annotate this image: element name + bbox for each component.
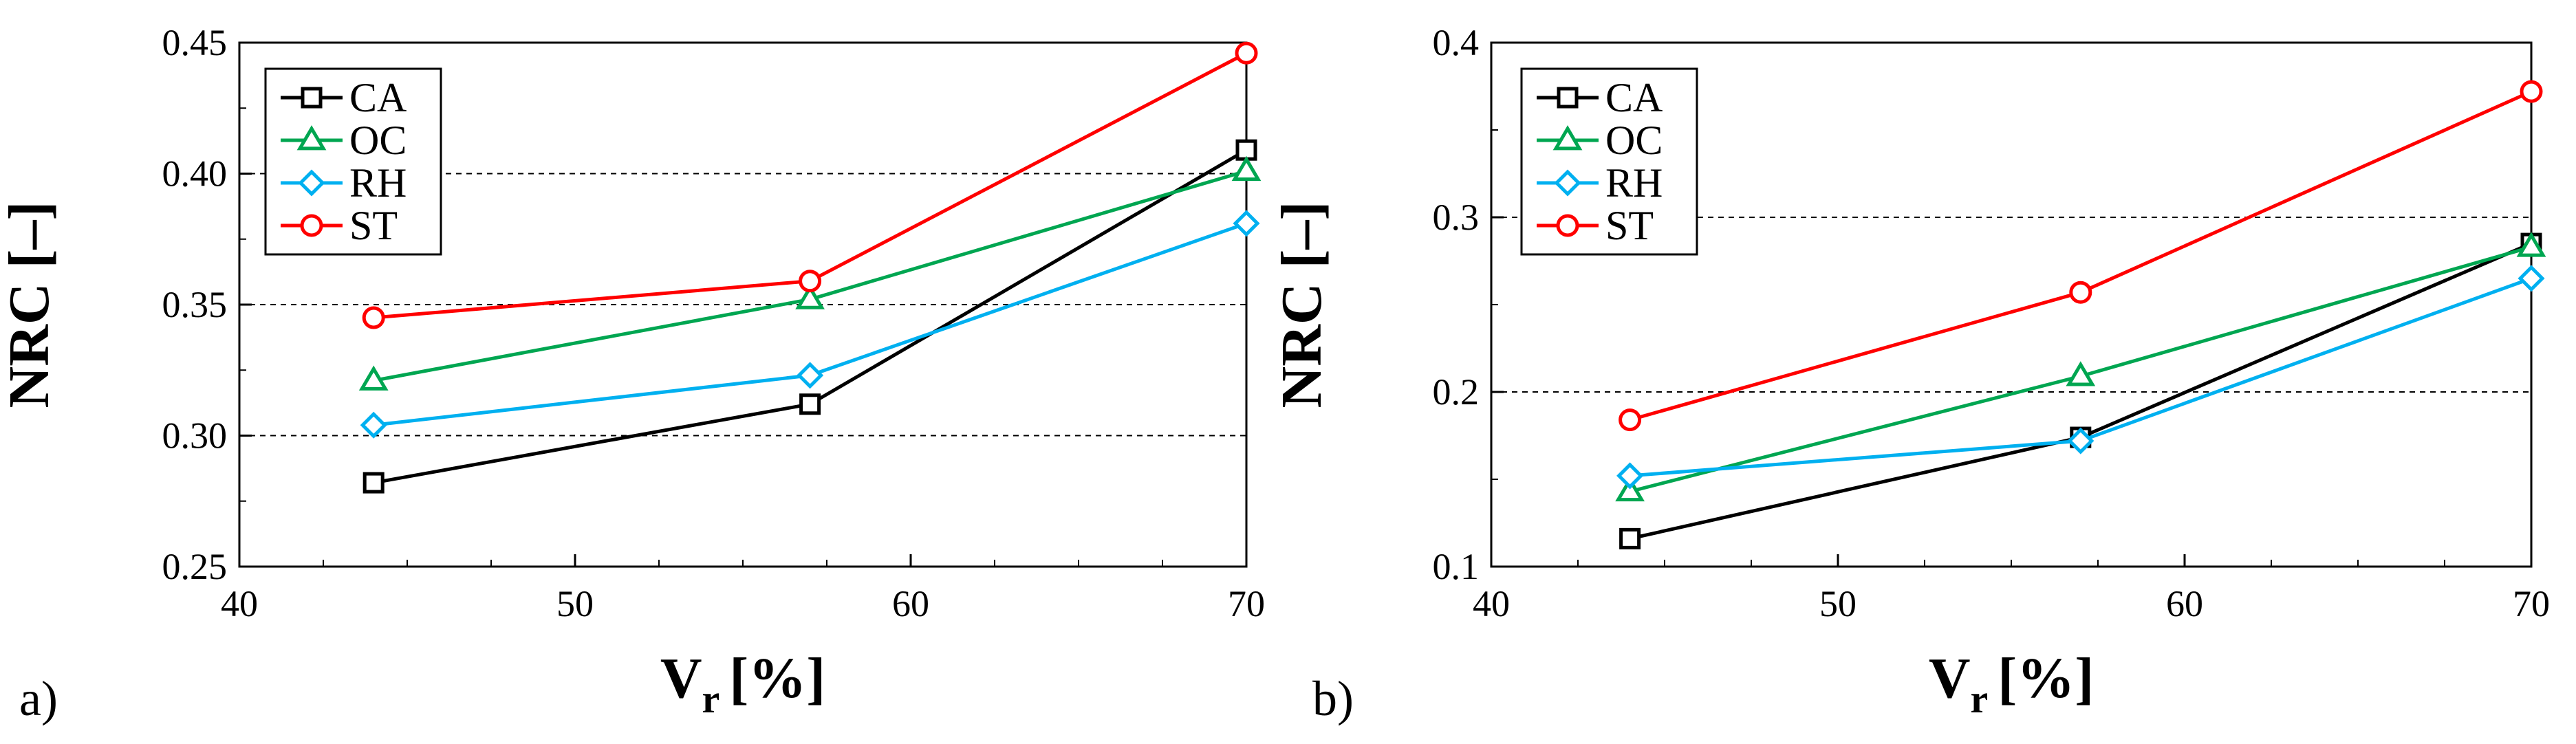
x-axis-title-main: V xyxy=(1929,646,1971,710)
y-tick-label: 0.30 xyxy=(162,415,228,457)
data-point-ca xyxy=(362,472,385,494)
x-tick-label: 40 xyxy=(1473,583,1510,624)
y-tick-label: 0.40 xyxy=(162,153,228,195)
y-tick-label: 0.35 xyxy=(162,284,228,325)
data-point-st xyxy=(2069,281,2092,304)
legend-label-oc: OC xyxy=(1605,118,1663,163)
data-point-ca xyxy=(799,393,821,415)
legend-box xyxy=(1520,67,1698,256)
data-point-st xyxy=(2520,80,2543,103)
data-point-rh xyxy=(360,411,387,439)
data-point-rh xyxy=(797,362,824,389)
y-axis-title: NRC [–] xyxy=(0,201,61,408)
data-point-oc xyxy=(2066,361,2096,386)
y-tick-label: 0.2 xyxy=(1433,371,1480,413)
legend-marker-rh xyxy=(298,169,325,197)
legend-label-rh: RH xyxy=(1605,160,1663,206)
data-point-st xyxy=(1235,41,1258,65)
y-tick-label: 0.45 xyxy=(162,22,228,63)
data-point-rh xyxy=(1616,462,1644,490)
data-point-oc xyxy=(2516,232,2546,257)
y-tick-label: 0.3 xyxy=(1433,197,1480,238)
data-point-rh xyxy=(2518,265,2545,292)
data-point-rh xyxy=(2067,427,2095,455)
chart-panel-a: 0.25 0.30 0.35 0.40 0.45 40 50 60 70 NRC [–] Vr [%]… xyxy=(0,22,1265,726)
panel-label: a) xyxy=(19,671,58,726)
x-axis-title: Vr [%] xyxy=(1929,646,2094,721)
data-point-oc xyxy=(1231,155,1262,182)
legend-marker-ca xyxy=(1557,87,1579,109)
x-tick-label: 70 xyxy=(2513,583,2550,624)
data-point-st xyxy=(799,270,822,293)
y-tick-label: 0.25 xyxy=(162,546,228,587)
data-point-st xyxy=(1619,408,1642,432)
y-tick-label: 0.4 xyxy=(1433,22,1480,63)
data-point-rh xyxy=(1233,210,1260,237)
legend-label-st: ST xyxy=(1605,203,1654,248)
x-axis-title-main: V xyxy=(660,646,702,710)
x-axis-title-unit: [%] xyxy=(729,646,825,710)
panel-label: b) xyxy=(1312,671,1354,726)
legend-marker-st xyxy=(300,214,323,237)
x-tick-label: 40 xyxy=(221,583,258,624)
y-axis-title: NRC [–] xyxy=(1270,201,1334,408)
data-point-st xyxy=(362,306,385,329)
legend-marker-oc xyxy=(296,125,327,151)
x-tick-label: 60 xyxy=(892,583,929,624)
data-point-oc xyxy=(358,365,389,391)
x-tick-label: 60 xyxy=(2166,583,2203,624)
x-tick-label: 70 xyxy=(1228,583,1265,624)
x-tick-label: 50 xyxy=(556,583,594,624)
x-axis-title-unit: [%] xyxy=(1998,646,2094,710)
x-axis-title: Vr [%] xyxy=(660,646,825,721)
legend-label-oc: OC xyxy=(349,118,407,163)
x-tick-label: 50 xyxy=(1819,583,1857,624)
data-point-ca xyxy=(1619,527,1641,549)
legend-box xyxy=(264,67,442,256)
data-point-oc xyxy=(1615,476,1645,502)
legend-label-ca: CA xyxy=(1605,75,1663,120)
legend-marker-st xyxy=(1556,214,1579,237)
legend-label-rh: RH xyxy=(349,160,407,206)
legend-marker-ca xyxy=(301,87,323,109)
x-axis-title-sub: r xyxy=(702,677,719,721)
series-line-ca xyxy=(373,149,1248,485)
chart-panel-b: 0.1 0.2 0.3 0.4 40 50 60 70 NRC [–] Vr [%] b) CAOCRH… xyxy=(1270,22,2550,726)
y-tick-label: 0.1 xyxy=(1433,546,1480,587)
data-point-oc xyxy=(795,284,825,309)
x-axis-title-sub: r xyxy=(1970,677,1988,721)
legend-marker-rh xyxy=(1554,169,1581,197)
legend-label-ca: CA xyxy=(349,75,407,120)
legend-label-st: ST xyxy=(349,203,398,248)
legend-marker-oc xyxy=(1552,125,1583,151)
